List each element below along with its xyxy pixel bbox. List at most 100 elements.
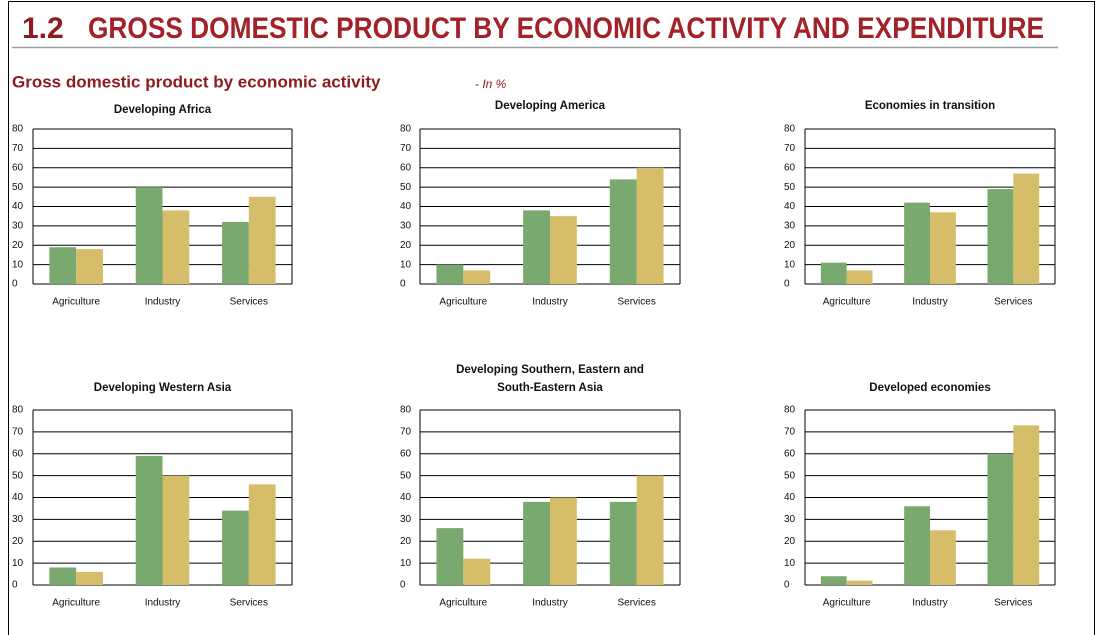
y-tick-label: 0 — [12, 279, 18, 290]
chart-title: Economies in transition — [865, 100, 995, 112]
y-tick-label: 50 — [784, 182, 796, 193]
x-tick-label: Agriculture — [52, 598, 100, 609]
y-tick-label: 50 — [784, 470, 796, 481]
bar — [248, 196, 276, 284]
y-tick-label: 60 — [784, 448, 796, 459]
bar — [1013, 425, 1040, 585]
y-tick-label: 80 — [400, 124, 412, 135]
x-tick-label: Agriculture — [439, 297, 487, 308]
bar — [987, 453, 1014, 585]
bar — [636, 167, 664, 284]
bar — [135, 455, 163, 585]
y-tick-label: 50 — [400, 470, 412, 481]
bar — [846, 270, 873, 284]
y-tick-label: 40 — [784, 201, 796, 212]
y-tick-label: 10 — [12, 558, 24, 569]
y-tick-label: 30 — [12, 514, 24, 525]
x-tick-label: Services — [230, 297, 268, 308]
y-tick-label: 30 — [400, 221, 412, 232]
y-tick-label: 0 — [400, 279, 406, 290]
y-tick-label: 70 — [400, 427, 412, 438]
y-tick-label: 60 — [784, 162, 796, 173]
x-tick-label: Industry — [532, 598, 568, 609]
subtitle: Gross domestic product by economic activ… — [12, 72, 381, 91]
y-tick-label: 20 — [400, 536, 412, 547]
chart-title: South-Eastern Asia — [497, 382, 603, 394]
y-tick-label: 30 — [400, 514, 412, 525]
chart-title: Developing America — [495, 100, 606, 112]
y-tick-label: 10 — [784, 558, 796, 569]
y-tick-label: 80 — [784, 405, 796, 416]
bar — [162, 475, 190, 585]
bar — [609, 179, 637, 284]
y-tick-label: 30 — [784, 514, 796, 525]
bar — [523, 501, 550, 585]
y-tick-label: 80 — [784, 124, 796, 135]
bar — [463, 270, 491, 284]
x-tick-label: Agriculture — [439, 598, 487, 609]
bar — [904, 202, 930, 284]
y-tick-label: 30 — [12, 221, 24, 232]
y-tick-label: 0 — [784, 580, 790, 591]
y-tick-label: 20 — [12, 240, 24, 251]
y-tick-label: 70 — [784, 427, 796, 438]
x-tick-label: Agriculture — [823, 598, 871, 609]
y-tick-label: 10 — [12, 259, 24, 270]
x-tick-label: Industry — [532, 297, 568, 308]
bar — [222, 510, 249, 585]
y-tick-label: 60 — [400, 162, 412, 173]
bar — [135, 187, 163, 284]
bar — [49, 567, 77, 585]
y-tick-label: 80 — [12, 405, 24, 416]
bar — [1013, 173, 1040, 284]
bar — [523, 210, 550, 284]
bar — [820, 576, 847, 585]
unit: - In % — [475, 77, 507, 91]
x-tick-label: Industry — [912, 598, 948, 609]
x-tick-label: Industry — [912, 297, 948, 308]
x-tick-label: Services — [994, 297, 1032, 308]
y-tick-label: 50 — [12, 182, 24, 193]
bar — [49, 247, 77, 284]
y-tick-label: 20 — [12, 536, 24, 547]
chart-title: Developing Africa — [114, 104, 212, 116]
bar — [636, 475, 664, 585]
x-tick-label: Services — [230, 598, 268, 609]
y-tick-label: 40 — [12, 201, 24, 212]
bar — [846, 580, 873, 585]
bar — [463, 558, 491, 585]
y-tick-label: 80 — [400, 405, 412, 416]
page-title: GROSS DOMESTIC PRODUCT BY ECONOMIC ACTIV… — [88, 12, 1044, 45]
bar — [550, 497, 577, 585]
y-tick-label: 0 — [12, 580, 18, 591]
chart-title: Developed economies — [869, 382, 990, 394]
bar — [904, 506, 930, 585]
x-tick-label: Agriculture — [52, 297, 100, 308]
section-number: 1.2 — [22, 12, 64, 45]
bar — [930, 212, 956, 284]
y-tick-label: 40 — [400, 492, 412, 503]
y-tick-label: 10 — [784, 259, 796, 270]
y-tick-label: 70 — [12, 427, 24, 438]
y-tick-label: 60 — [12, 448, 24, 459]
chart-title: Developing Western Asia — [94, 382, 232, 394]
y-tick-label: 20 — [784, 240, 796, 251]
bar — [222, 222, 249, 284]
y-tick-label: 0 — [784, 279, 790, 290]
y-tick-label: 60 — [400, 448, 412, 459]
y-tick-label: 50 — [12, 470, 24, 481]
x-tick-label: Services — [994, 598, 1032, 609]
y-tick-label: 20 — [784, 536, 796, 547]
y-tick-label: 10 — [400, 259, 412, 270]
bar — [248, 484, 276, 585]
y-tick-label: 70 — [784, 143, 796, 154]
y-tick-label: 40 — [400, 201, 412, 212]
y-tick-label: 30 — [784, 221, 796, 232]
x-tick-label: Industry — [145, 598, 181, 609]
x-tick-label: Services — [617, 598, 655, 609]
bar — [76, 249, 103, 284]
y-tick-label: 40 — [784, 492, 796, 503]
bar — [550, 216, 577, 284]
y-tick-label: 20 — [400, 240, 412, 251]
